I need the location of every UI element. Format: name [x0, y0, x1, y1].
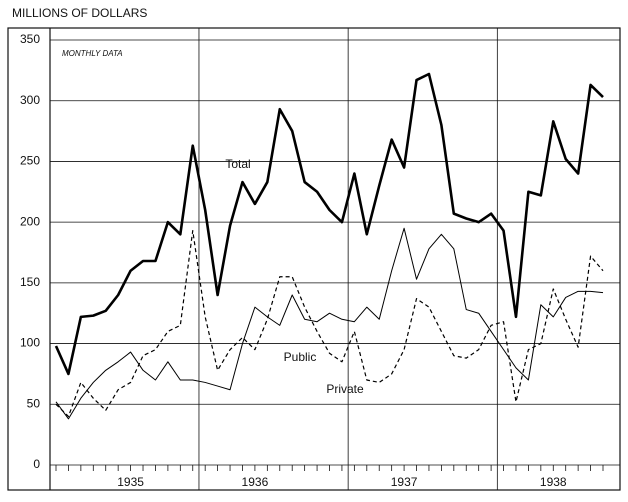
x-tick-label: 1936 — [242, 475, 269, 489]
annotation: MONTHLY DATA — [62, 49, 123, 58]
series-line — [55, 230, 604, 418]
frame — [7, 27, 621, 491]
x-tick-label: 1937 — [391, 475, 418, 489]
y-tick-label: 200 — [20, 214, 40, 228]
series-line — [55, 227, 604, 420]
y-tick-label: 0 — [33, 457, 40, 471]
series-label: Public — [284, 350, 317, 364]
x-tick-label: 1935 — [117, 475, 144, 489]
y-tick-label: 250 — [20, 154, 40, 168]
y-tick-label: 100 — [20, 336, 40, 350]
y-axis-title: MILLIONS OF DOLLARS — [12, 6, 147, 20]
series-label: Total — [225, 157, 250, 171]
y-tick-label: 300 — [20, 93, 40, 107]
y-tick-label: 350 — [20, 32, 40, 46]
y-tick-label: 50 — [27, 396, 41, 410]
series-line — [54, 72, 604, 376]
series-label: Private — [326, 382, 364, 396]
y-tick-label: 150 — [20, 275, 40, 289]
x-tick-label: 1938 — [540, 475, 567, 489]
